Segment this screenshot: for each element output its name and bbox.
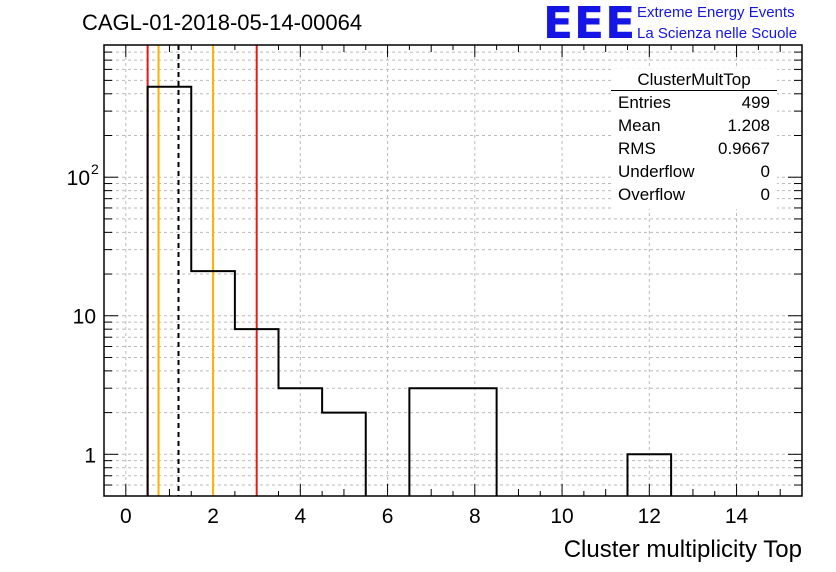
- stats-title: ClusterMultTop: [611, 69, 777, 91]
- stats-box: ClusterMultTop Entries 499 Mean 1.208 RM…: [611, 69, 777, 209]
- chart-title: CAGL-01-2018-05-14-00064: [82, 10, 363, 35]
- stats-value: 1.208: [727, 116, 770, 135]
- x-tick-label: 4: [294, 505, 306, 528]
- y-tick-label: 10: [73, 306, 96, 329]
- x-tick-label: 0: [120, 505, 132, 528]
- stats-label: Mean: [618, 116, 661, 135]
- stats-label: RMS: [618, 139, 656, 158]
- stats-value: 0: [760, 185, 770, 204]
- plot-frame: [103, 44, 803, 497]
- logo-text-line1: Extreme Energy Events: [637, 4, 795, 21]
- stats-label: Overflow: [618, 185, 686, 204]
- y-tick-label: 10: [67, 167, 90, 190]
- stats-value: 0.9667: [718, 139, 770, 158]
- stats-value: 499: [741, 93, 770, 112]
- eee-logo: EEE: [543, 0, 637, 49]
- ticks-layer: [103, 44, 803, 497]
- y-tick-label-exponent: 2: [91, 161, 99, 177]
- x-axis-label: Cluster multiplicity Top: [563, 536, 802, 563]
- histogram-bins: [146, 85, 673, 496]
- histogram-bin-group: [626, 453, 673, 496]
- x-tick-label: 10: [550, 505, 573, 528]
- stats-value: 0: [760, 162, 770, 181]
- logo-text-line2: La Scienza nelle Scuole: [637, 25, 798, 42]
- stats-label: Entries: [618, 93, 671, 112]
- y-tick-label: 1: [84, 444, 96, 467]
- histogram-bin-group: [408, 387, 498, 496]
- x-tick-label: 12: [638, 505, 661, 528]
- x-tick-label: 8: [469, 505, 481, 528]
- x-tick-label: 6: [382, 505, 394, 528]
- x-tick-label: 2: [207, 505, 219, 528]
- x-tick-label: 14: [725, 505, 749, 528]
- stats-label: Underflow: [618, 162, 695, 181]
- histogram-bin-group: [146, 85, 367, 496]
